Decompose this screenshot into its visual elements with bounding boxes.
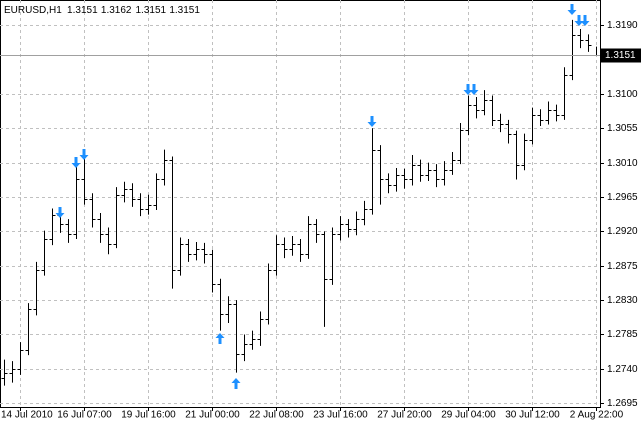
x-tick-label: 2 Aug 22:00 xyxy=(570,410,624,421)
header-low: 1.3151 xyxy=(135,5,166,16)
down-arrow xyxy=(79,149,89,160)
x-tick-label: 23 Jul 16:00 xyxy=(313,410,368,421)
y-tick-label: 1.3190 xyxy=(607,20,638,31)
y-tick-label: 1.2785 xyxy=(607,329,638,340)
y-tick-label: 1.3010 xyxy=(607,158,638,169)
y-tick-label: 1.3055 xyxy=(607,123,638,134)
y-tick-label: 1.2965 xyxy=(607,192,638,203)
y-tick-label: 1.2830 xyxy=(607,295,638,306)
x-tick-label: 27 Jul 20:00 xyxy=(377,410,432,421)
x-tick-label: 21 Jul 00:00 xyxy=(185,410,240,421)
down-arrow xyxy=(71,157,81,168)
header-close: 1.3151 xyxy=(169,5,200,16)
x-tick-label: 29 Jul 04:00 xyxy=(441,410,496,421)
x-tick-label: 14 Jul 2010 xyxy=(1,410,53,421)
x-tick-label: 22 Jul 08:00 xyxy=(249,410,304,421)
grid xyxy=(0,0,600,407)
x-tick-label: 30 Jul 12:00 xyxy=(505,410,560,421)
header-high: 1.3162 xyxy=(101,5,132,16)
symbol: EURUSD,H1 xyxy=(4,5,62,16)
bars xyxy=(1,19,600,386)
x-tick-label: 19 Jul 16:00 xyxy=(121,410,176,421)
price-label: 1.3151 xyxy=(605,50,636,61)
up-arrow xyxy=(231,378,241,389)
y-tick-label: 1.2875 xyxy=(607,261,638,272)
x-tick-label: 16 Jul 07:00 xyxy=(57,410,112,421)
down-arrow xyxy=(567,4,577,15)
up-arrow xyxy=(215,333,225,344)
price-box xyxy=(601,48,641,63)
down-arrow xyxy=(367,116,377,127)
down-arrow xyxy=(580,15,590,26)
fractal-arrows xyxy=(55,4,590,389)
down-arrow xyxy=(463,84,473,95)
down-arrow xyxy=(55,207,65,218)
y-tick-label: 1.2695 xyxy=(607,398,638,409)
y-tick-label: 1.2740 xyxy=(607,364,638,375)
down-arrow xyxy=(574,15,584,26)
header-open: 1.3151 xyxy=(67,5,98,16)
chart-header: EURUSD,H1 1.3151 1.3162 1.3151 1.3151 xyxy=(4,5,200,16)
y-tick-label: 1.2920 xyxy=(607,226,638,237)
down-arrow xyxy=(469,84,479,95)
y-tick-label: 1.3100 xyxy=(607,89,638,100)
plot-frame xyxy=(0,0,601,408)
